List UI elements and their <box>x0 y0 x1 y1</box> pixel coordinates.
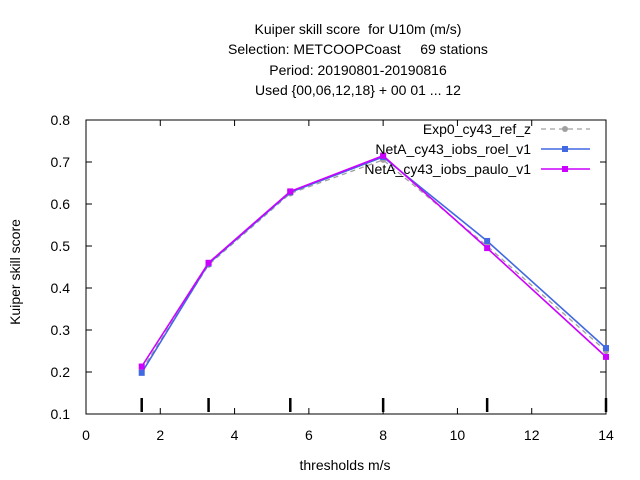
y-tick-label: 0.3 <box>51 322 71 338</box>
data-point <box>484 245 491 252</box>
legend-label: Exp0_cy43_ref_z <box>423 121 531 137</box>
x-tick-label: 0 <box>82 427 90 443</box>
y-tick-label: 0.6 <box>51 196 71 212</box>
data-point <box>205 259 212 266</box>
series-lines <box>138 152 609 376</box>
data-point <box>603 345 609 352</box>
y-tick-label: 0.4 <box>51 280 71 296</box>
chart-title-line-1: Kuiper skill score for U10m (m/s) <box>254 21 462 37</box>
y-tick-label: 0.8 <box>51 112 71 128</box>
chart-title-line-2: Selection: METCOOPCoast 69 stations <box>228 41 488 57</box>
legend-marker <box>562 166 568 172</box>
chart-title-line-4: Used {00,06,12,18} + 00 01 ... 12 <box>255 82 461 98</box>
x-tick-label: 2 <box>156 427 164 443</box>
data-point <box>484 237 491 244</box>
data-point <box>287 188 294 195</box>
y-tick-label: 0.1 <box>51 406 71 422</box>
series-line-2 <box>141 156 607 374</box>
axes: 0.1 0.2 0.3 0.4 0.5 0.6 0.7 0.8 0 2 4 6 8 10 12 14 <box>51 112 614 443</box>
data-point <box>603 353 609 360</box>
x-tick-label: 6 <box>305 427 313 443</box>
series-line-3 <box>141 154 607 367</box>
chart-title-line-3: Period: 20190801-20190816 <box>269 62 447 78</box>
legend-marker <box>562 126 568 132</box>
plot-frame <box>85 119 607 415</box>
x-axis-label: thresholds m/s <box>299 457 391 473</box>
legend-marker <box>562 146 568 152</box>
y-tick-label: 0.7 <box>51 154 71 170</box>
legend-label: NetA_cy43_iobs_paulo_v1 <box>364 161 531 177</box>
x-tick-label: 4 <box>231 427 239 443</box>
x-tick-label: 14 <box>598 427 614 443</box>
y-tick-label: 0.5 <box>51 238 71 254</box>
x-tick-label: 10 <box>450 427 466 443</box>
data-point <box>380 152 387 159</box>
x-tick-label: 8 <box>379 427 387 443</box>
legend-label: NetA_cy43_iobs_roel_v1 <box>375 141 531 157</box>
data-point <box>138 369 145 376</box>
x-tick-label: 12 <box>524 427 540 443</box>
data-point <box>138 363 145 370</box>
y-tick-label: 0.2 <box>51 364 71 380</box>
legend: Exp0_cy43_ref_z NetA_cy43_iobs_roel_v1 Net… <box>364 121 590 177</box>
